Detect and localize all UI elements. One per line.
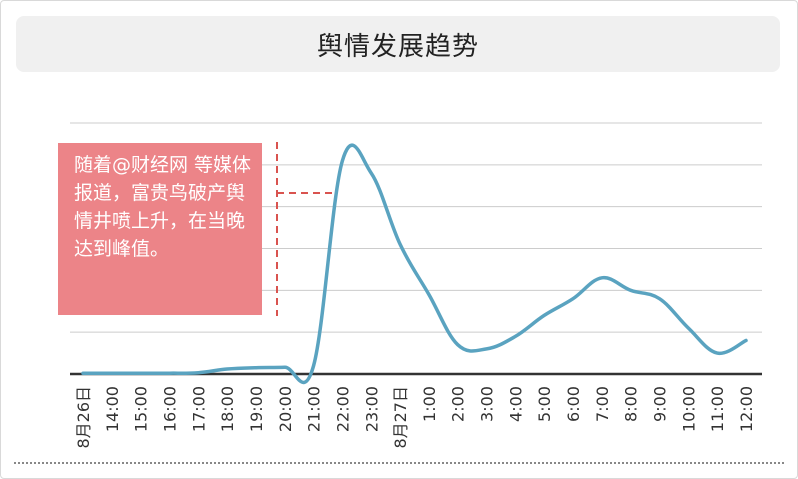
x-tick-label: 10:00: [679, 386, 698, 432]
x-tick-label: 2:00: [449, 386, 468, 422]
series-line: [81, 143, 748, 385]
x-tick-label: 19:00: [247, 386, 266, 432]
x-tick-label: 3:00: [478, 386, 497, 422]
x-tick-label: 8:00: [622, 386, 641, 422]
x-tick-label: 7:00: [593, 386, 612, 422]
annotation-callout: 随着@财经网 等媒体报道，富贵鸟破产舆情井喷上升，在当晚达到峰值。: [58, 143, 262, 315]
x-tick-label: 5:00: [535, 386, 554, 422]
x-tick-label: 8月27日: [391, 386, 410, 449]
x-tick-label: 15:00: [132, 386, 151, 432]
x-tick-label: 18:00: [218, 386, 237, 432]
x-tick-label: 17:00: [189, 386, 208, 432]
x-tick-label: 20:00: [276, 386, 295, 432]
title-bar: 舆情发展趋势: [16, 16, 780, 72]
x-tick-label: 16:00: [160, 386, 179, 432]
x-tick-label: 11:00: [708, 386, 727, 432]
x-tick-label: 14:00: [103, 386, 122, 432]
x-tick-label: 22:00: [333, 386, 352, 432]
bottom-divider: [14, 462, 784, 464]
x-tick-label: 4:00: [506, 386, 525, 422]
x-tick-label: 8月26日: [74, 386, 93, 449]
x-tick-label: 23:00: [362, 386, 381, 432]
x-tick-label: 9:00: [651, 386, 670, 422]
x-tick-label: 12:00: [737, 386, 756, 432]
chart-title: 舆情发展趋势: [316, 31, 479, 62]
x-tick-label: 6:00: [564, 386, 583, 422]
x-tick-label: 21:00: [305, 386, 324, 432]
x-tick-label: 1:00: [420, 386, 439, 422]
